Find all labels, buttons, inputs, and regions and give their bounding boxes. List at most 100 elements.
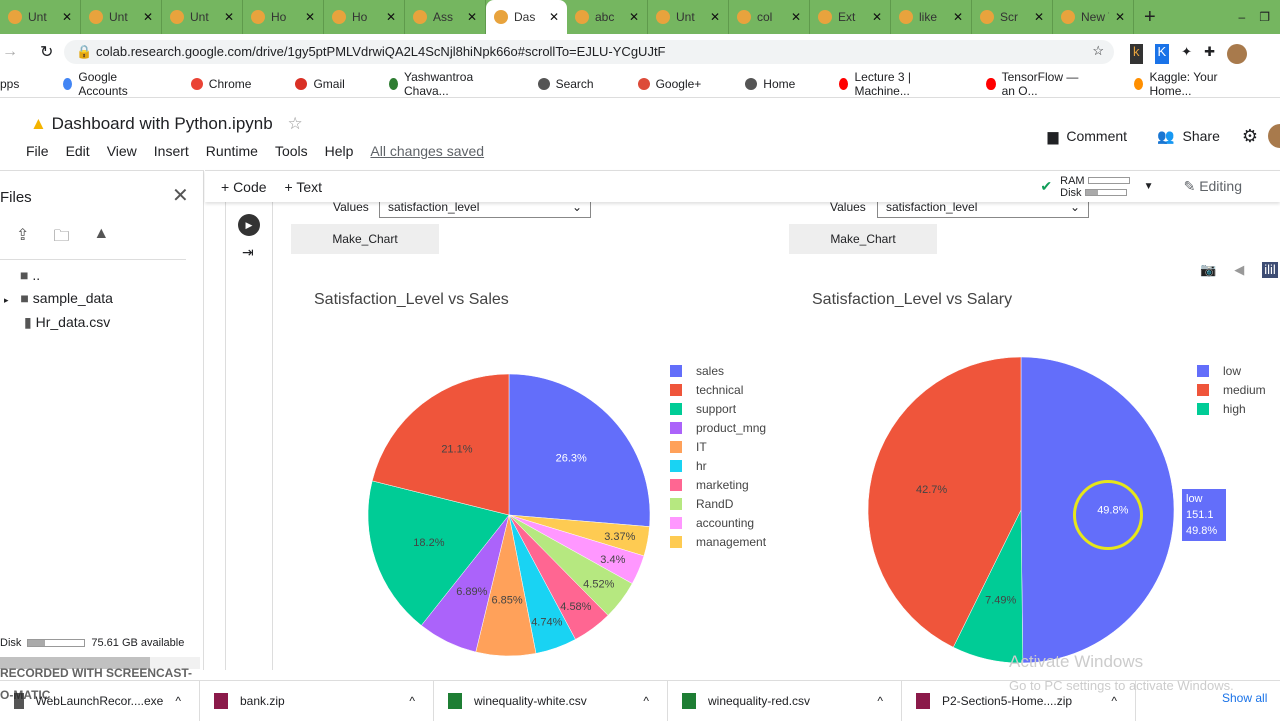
bookmark-item[interactable]: TensorFlow — an O... — [986, 70, 1112, 98]
bookmark-item[interactable]: Chrome — [190, 77, 274, 91]
legend-item[interactable]: technical — [670, 380, 766, 399]
run-cell-button[interactable]: ▶ — [238, 214, 260, 236]
file-item-hr-data[interactable]: ▮ Hr_data.csv — [24, 314, 111, 330]
save-status[interactable]: All changes saved — [370, 143, 485, 159]
values-dropdown-1[interactable]: satisfaction_level ⌄ — [379, 202, 591, 218]
upload-icon[interactable]: ⇪ — [16, 227, 30, 244]
share-button[interactable]: 👥 Share — [1157, 127, 1220, 144]
download-item[interactable]: bank.zip ^ — [200, 680, 434, 721]
add-code-button[interactable]: + Code — [221, 178, 267, 195]
extension-kaggle-icon[interactable]: K — [1154, 44, 1170, 64]
pie-slice-medium[interactable] — [867, 356, 1022, 648]
editing-button[interactable]: ✎ Editing — [1183, 178, 1242, 194]
star-icon[interactable]: ☆ — [287, 114, 303, 133]
legend-item[interactable]: accounting — [670, 513, 766, 532]
chevron-up-icon[interactable]: ^ — [877, 693, 883, 708]
minimize-icon[interactable]: – — [1238, 10, 1246, 24]
browser-tab[interactable]: Ass ✕ — [405, 0, 486, 34]
browser-tab[interactable]: like ✕ — [891, 0, 972, 34]
output-icon[interactable]: ⇥ — [242, 244, 254, 260]
legend-item[interactable]: low — [1197, 361, 1266, 380]
browser-tab[interactable]: Scr ✕ — [972, 0, 1053, 34]
download-item[interactable]: winequality-red.csv ^ — [668, 680, 902, 721]
close-tab-icon[interactable]: ✕ — [466, 10, 477, 24]
close-tab-icon[interactable]: ✕ — [628, 10, 639, 24]
close-tab-icon[interactable]: ✕ — [223, 10, 234, 24]
bookmark-item[interactable]: Google+ — [637, 77, 724, 91]
bookmark-item[interactable]: Google Accounts — [63, 70, 168, 98]
url-input[interactable]: 🔒 colab.research.google.com/drive/1gy5ptP… — [64, 40, 1114, 64]
menu-edit[interactable]: Edit — [65, 143, 90, 159]
resource-monitor[interactable]: RAM Disk — [1060, 175, 1130, 199]
show-all-button[interactable]: Show all — [1222, 691, 1268, 705]
bookmark-item[interactable]: Search — [537, 77, 616, 91]
browser-tab[interactable]: Unt ✕ — [648, 0, 729, 34]
gear-icon[interactable]: ⚙ — [1241, 125, 1258, 146]
browser-tab[interactable]: Unt ✕ — [81, 0, 162, 34]
browser-tab[interactable]: Ext ✕ — [810, 0, 891, 34]
close-tab-icon[interactable]: ✕ — [61, 10, 72, 24]
close-icon[interactable]: ✕ — [172, 185, 189, 207]
browser-tab[interactable]: col ✕ — [729, 0, 810, 34]
close-tab-icon[interactable]: ✕ — [385, 10, 396, 24]
restore-icon[interactable]: ❐ — [1259, 10, 1270, 24]
legend-item[interactable]: support — [670, 399, 766, 418]
puzzle-icon[interactable]: ✚ — [1204, 44, 1215, 59]
chevron-up-icon[interactable]: ^ — [1111, 693, 1117, 708]
close-tab-icon[interactable]: ✕ — [1114, 10, 1125, 24]
browser-tab[interactable]: Unt ✕ — [0, 0, 81, 34]
menu-help[interactable]: Help — [324, 143, 354, 159]
bookmark-item[interactable]: Yashwantroa Chava... — [388, 70, 516, 98]
bookmark-item[interactable]: pps — [0, 76, 20, 91]
profile-avatar[interactable] — [1226, 44, 1247, 64]
browser-tab[interactable]: abc ✕ — [567, 0, 648, 34]
chevron-up-icon[interactable]: ^ — [643, 693, 649, 708]
close-tab-icon[interactable]: ✕ — [142, 10, 153, 24]
chevron-up-icon[interactable]: ^ — [175, 693, 181, 708]
file-item-sample-data[interactable]: ▸ ■ sample_data — [4, 290, 113, 306]
comment-button[interactable]: ▆ Comment — [1047, 127, 1128, 144]
add-text-button[interactable]: + Text — [284, 178, 323, 195]
reload-icon[interactable]: ↻ — [40, 44, 54, 61]
chevron-up-icon[interactable]: ^ — [409, 693, 415, 708]
refresh-folder-icon[interactable]: 🗀 — [53, 228, 70, 245]
legend-item[interactable]: management — [670, 532, 766, 551]
notebook-title[interactable]: ▲ Dashboard with Python.ipynb ☆ — [30, 114, 303, 133]
menu-insert[interactable]: Insert — [153, 143, 189, 159]
chevron-down-icon[interactable]: ▼ — [1143, 181, 1154, 192]
bookmark-item[interactable]: Kaggle: Your Home... — [1134, 70, 1258, 98]
sidebar-scrollbar[interactable] — [0, 657, 200, 669]
close-tab-icon[interactable]: ✕ — [1033, 10, 1044, 24]
download-item[interactable]: P2-Section5-Home....zip ^ — [902, 680, 1136, 721]
make-chart-button-2[interactable]: Make_Chart — [789, 224, 937, 254]
close-tab-icon[interactable]: ✕ — [871, 10, 882, 24]
legend-item[interactable]: sales — [670, 361, 766, 380]
close-tab-icon[interactable]: ✕ — [790, 10, 801, 24]
extension-k-icon[interactable]: k — [1130, 44, 1143, 64]
browser-tab[interactable]: Ho ✕ — [243, 0, 324, 34]
download-item[interactable]: WebLaunchRecor....exe ^ — [0, 680, 200, 721]
make-chart-button-1[interactable]: Make_Chart — [291, 224, 439, 254]
legend-item[interactable]: hr — [670, 456, 766, 475]
mount-drive-icon[interactable]: ▲ — [93, 225, 110, 242]
tag-icon[interactable]: ◀ — [1234, 262, 1245, 277]
legend-item[interactable]: medium — [1197, 380, 1266, 399]
plotly-logo-icon[interactable]: ilil — [1262, 262, 1278, 278]
pie-slice-sales[interactable] — [508, 373, 651, 527]
browser-tab[interactable]: Unt ✕ — [162, 0, 243, 34]
close-tab-icon[interactable]: ✕ — [304, 10, 315, 24]
extension-icon[interactable]: ✦ — [1181, 44, 1193, 59]
close-tab-icon[interactable]: ✕ — [952, 10, 963, 24]
file-item-parent[interactable]: ■ .. — [20, 267, 41, 283]
browser-tab[interactable]: Ho ✕ — [324, 0, 405, 34]
download-item[interactable]: winequality-white.csv ^ — [434, 680, 668, 721]
menu-view[interactable]: View — [106, 143, 137, 159]
bookmark-item[interactable]: Lecture 3 | Machine... — [839, 70, 964, 98]
user-avatar[interactable] — [1268, 124, 1280, 148]
browser-tab[interactable]: New Tab✕ — [1053, 0, 1134, 34]
legend-item[interactable]: IT — [670, 437, 766, 456]
legend-item[interactable]: RandD — [670, 494, 766, 513]
expand-icon[interactable]: ▸ — [4, 295, 9, 305]
pie-slice-technical[interactable] — [371, 373, 510, 516]
camera-icon[interactable]: 📷 — [1200, 262, 1217, 277]
